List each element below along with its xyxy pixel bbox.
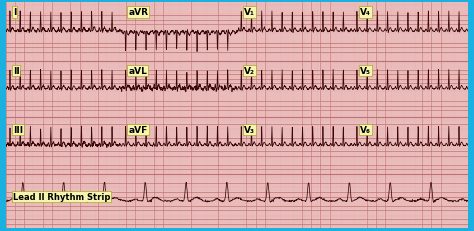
Text: V₃: V₃ (244, 126, 255, 135)
Text: V₆: V₆ (360, 126, 371, 135)
Text: aVR: aVR (128, 8, 148, 17)
Text: I: I (13, 8, 16, 17)
Text: V₁: V₁ (244, 8, 255, 17)
Text: III: III (13, 126, 23, 135)
Text: Lead II Rhythm Strip: Lead II Rhythm Strip (13, 192, 110, 201)
Text: V₅: V₅ (360, 67, 371, 76)
Text: aVL: aVL (128, 67, 147, 76)
Text: V₂: V₂ (244, 67, 255, 76)
Text: aVF: aVF (128, 126, 147, 135)
Text: II: II (13, 67, 19, 76)
Text: V₄: V₄ (360, 8, 371, 17)
